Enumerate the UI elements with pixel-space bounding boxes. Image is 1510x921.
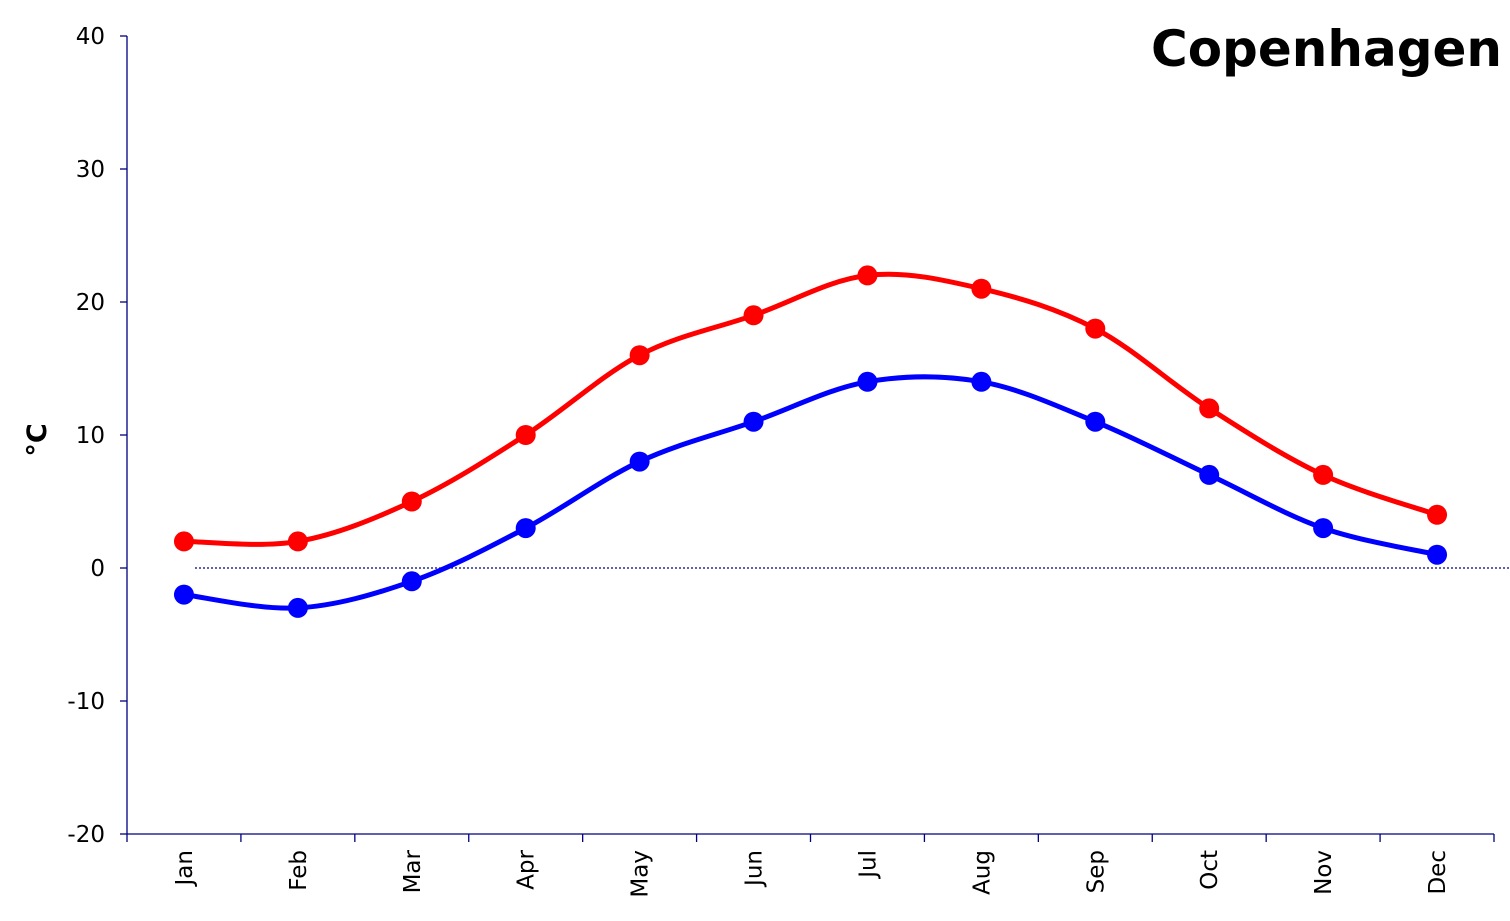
y-tick-label: 30 [76, 157, 105, 183]
data-point-series-2 [515, 518, 536, 539]
x-tick-label: Jun [742, 850, 768, 888]
y-axis-label: °C [22, 423, 53, 456]
data-point-series-2 [1199, 464, 1220, 485]
x-tick-label: Jan [172, 850, 198, 887]
x-tick-label: Apr [514, 849, 540, 889]
data-point-series-2 [287, 597, 308, 618]
data-point-series-1 [743, 305, 764, 326]
series-line-1 [181, 271, 1440, 547]
data-point-series-1 [629, 345, 650, 366]
data-point-series-1 [1199, 398, 1220, 419]
data-point-series-2 [173, 584, 194, 605]
y-tick-label: 0 [90, 556, 105, 582]
x-tick-label: Feb [286, 850, 312, 891]
x-tick-label: Dec [1425, 850, 1451, 895]
data-point-series-1 [1427, 504, 1448, 525]
data-point-series-1 [971, 278, 992, 299]
series-lines [181, 271, 1440, 611]
y-tick-label: 10 [76, 423, 105, 449]
y-tick-label: 20 [76, 290, 105, 316]
data-point-series-2 [1085, 411, 1106, 432]
x-tick-label: Mar [400, 849, 426, 893]
y-tick-label: 40 [76, 24, 105, 50]
data-point-series-2 [1313, 518, 1334, 539]
data-point-series-2 [401, 571, 422, 592]
series-markers [173, 265, 1448, 618]
y-tick-label: -10 [67, 689, 105, 715]
x-tick-label: Oct [1197, 850, 1223, 890]
x-tick-label: Nov [1311, 850, 1337, 895]
data-point-series-1 [173, 531, 194, 552]
data-point-series-1 [1085, 318, 1106, 339]
chart-title: Copenhagen [1151, 20, 1502, 78]
data-point-series-2 [629, 451, 650, 472]
data-point-series-1 [287, 531, 308, 552]
data-point-series-1 [401, 491, 422, 512]
data-point-series-2 [1427, 544, 1448, 565]
data-point-series-1 [1313, 464, 1334, 485]
x-tick-label: Aug [969, 850, 995, 895]
y-tick-label: -20 [67, 822, 105, 848]
data-point-series-2 [857, 371, 878, 392]
data-point-series-2 [971, 371, 992, 392]
series-line-2 [181, 374, 1440, 611]
x-tick-label: May [628, 850, 654, 898]
data-point-series-2 [743, 411, 764, 432]
x-tick-label: Sep [1083, 850, 1109, 893]
axes: -20 -10 0 10 20 30 40 Jan Feb Mar Apr May Jun Jul Aug S… [67, 24, 1510, 898]
x-tick-label: Jul [855, 850, 881, 880]
data-point-series-1 [857, 265, 878, 286]
data-point-series-1 [515, 425, 536, 445]
